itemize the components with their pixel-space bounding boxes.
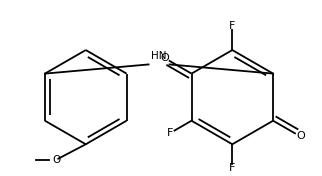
Text: HN: HN xyxy=(151,51,167,61)
Text: F: F xyxy=(229,164,235,174)
Text: F: F xyxy=(167,128,174,138)
Text: O: O xyxy=(296,131,305,142)
Text: F: F xyxy=(229,21,235,31)
Text: O: O xyxy=(160,53,169,63)
Text: O: O xyxy=(53,155,61,165)
